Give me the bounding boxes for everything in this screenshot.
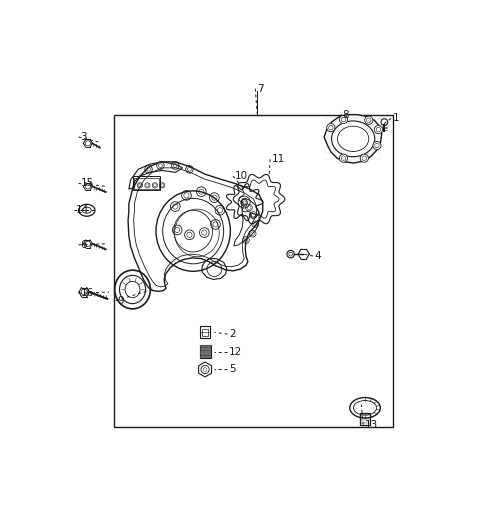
Text: 4: 4 — [315, 251, 322, 261]
Polygon shape — [324, 114, 382, 163]
Text: 6: 6 — [81, 240, 87, 250]
Text: 11: 11 — [272, 154, 285, 164]
Circle shape — [373, 141, 381, 150]
Text: 12: 12 — [229, 347, 242, 356]
Bar — [200, 345, 211, 358]
Circle shape — [339, 154, 348, 162]
Circle shape — [339, 116, 348, 124]
Text: 13: 13 — [365, 420, 378, 429]
Bar — [132, 176, 160, 190]
Bar — [200, 326, 210, 338]
Bar — [114, 114, 393, 427]
Bar — [134, 178, 158, 189]
Text: 3: 3 — [81, 132, 87, 142]
Bar — [360, 413, 370, 425]
Text: 7: 7 — [257, 83, 264, 94]
Text: 15: 15 — [81, 179, 94, 189]
Circle shape — [365, 116, 373, 124]
Text: 10: 10 — [235, 171, 248, 181]
Circle shape — [360, 154, 368, 162]
Text: 5: 5 — [229, 365, 236, 375]
Ellipse shape — [332, 121, 375, 156]
Circle shape — [327, 124, 335, 132]
Circle shape — [374, 125, 383, 134]
Text: 2: 2 — [229, 329, 236, 339]
Text: 16: 16 — [81, 288, 94, 298]
Text: 8: 8 — [343, 110, 349, 120]
Text: 1: 1 — [393, 113, 399, 123]
Text: 9: 9 — [118, 296, 124, 306]
Text: 14: 14 — [76, 205, 89, 215]
Bar — [202, 328, 208, 336]
